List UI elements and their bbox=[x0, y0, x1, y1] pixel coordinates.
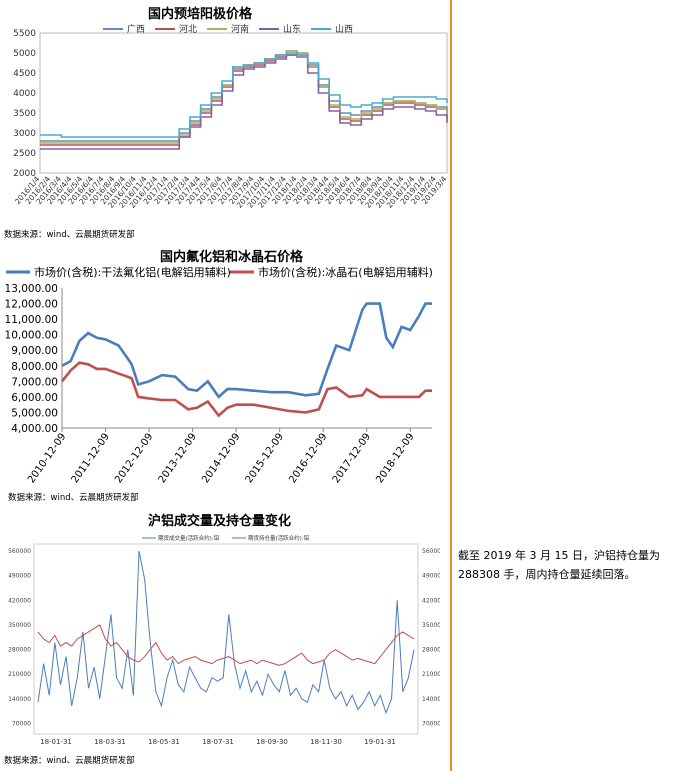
chart2-series-line bbox=[61, 302, 432, 399]
chart2-xtick-label: 2018-12-09 bbox=[374, 431, 416, 485]
chart2-xtick-label: 2016-12-09 bbox=[287, 431, 329, 485]
chart1-ytick-label: 5500 bbox=[13, 29, 36, 39]
chart3-xtick-label: 19-01-31 bbox=[364, 738, 396, 746]
chart3-ytick-right: 350000 bbox=[422, 622, 440, 629]
chart1-legend-label: 河北 bbox=[179, 23, 197, 35]
chart2-ytick-label: 10,000.00 bbox=[5, 330, 58, 342]
chart3-xtick-label: 18-07-31 bbox=[202, 738, 234, 746]
chart1-series-line bbox=[40, 54, 448, 150]
chart3-ytick-left: 560000 bbox=[8, 548, 31, 555]
chart3-plot: 70000 140000 210000 280000 350000 420000 49000… bbox=[8, 534, 440, 746]
chart2-legend-label: 市场价(含税):干法氟化铝(电解铝用辅料) bbox=[34, 265, 231, 279]
chart1-ytick-label: 5000 bbox=[13, 49, 36, 59]
chart3-ytick-left: 140000 bbox=[8, 696, 31, 703]
chart3-ytick-right: 490000 bbox=[422, 573, 440, 580]
chart1-ytick-label: 3500 bbox=[13, 109, 36, 119]
chart2-plot: 4,000.00 5,000.00 6,000.00 7,000.00 8,000.00… bbox=[5, 265, 433, 485]
chart3-ytick-left: 70000 bbox=[12, 720, 31, 727]
chart3-xtick-label: 18-03-31 bbox=[94, 738, 126, 746]
chart3-ytick-right: 210000 bbox=[422, 671, 440, 678]
chart1-ytick-label: 3000 bbox=[13, 129, 36, 139]
chart3-series-line bbox=[37, 624, 415, 666]
chart3-ytick-right: 560000 bbox=[422, 548, 440, 555]
chart2-xtick-label: 2012-12-09 bbox=[113, 431, 155, 485]
chart3-legend-label: 期货成交量(活跃合约):铝 bbox=[158, 534, 220, 542]
chart3-title: 沪铝成交量及持仓量变化 bbox=[148, 514, 292, 529]
chart1-legend-label: 山西 bbox=[335, 24, 353, 35]
chart2-xtick-label: 2010-12-09 bbox=[26, 431, 68, 485]
chart2-source: 数据来源：wind、云晨期货研发部 bbox=[8, 493, 139, 503]
chart3-series-line bbox=[37, 550, 415, 715]
chart2-xtick-label: 2013-12-09 bbox=[157, 431, 199, 485]
chart1-source: 数据来源：wind、云晨期货研发部 bbox=[4, 230, 135, 240]
chart3-ytick-left: 490000 bbox=[8, 573, 31, 580]
chart2-ytick-label: 12,000.00 bbox=[5, 299, 58, 311]
chart3-legend-label: 期货持仓量(活跃合约):铝 bbox=[248, 534, 310, 542]
chart3-plot-area bbox=[33, 543, 419, 735]
commentary-text: 截至 2019 年 3 月 15 日，沪铝持仓量为 288308 手，周内持仓量… bbox=[458, 549, 660, 581]
chart3-ytick-left: 350000 bbox=[8, 622, 31, 629]
divider-line bbox=[450, 0, 452, 771]
chart3-ytick-right: 280000 bbox=[422, 647, 440, 654]
chart3-ytick-left: 280000 bbox=[8, 647, 31, 654]
chart2-xtick-label: 2017-12-09 bbox=[331, 431, 373, 485]
chart3-ytick-left: 420000 bbox=[8, 597, 31, 604]
chart1-legend-label: 广西 bbox=[127, 23, 145, 35]
chart2-legend-label: 市场价(含税):冰晶石(电解铝用辅料) bbox=[258, 265, 433, 279]
chart1-ytick-label: 4500 bbox=[13, 69, 36, 79]
chart2-ytick-label: 6,000.00 bbox=[11, 392, 58, 404]
chart3-ytick-right: 420000 bbox=[422, 597, 440, 604]
chart2-title: 国内氟化铝和冰晶石价格 bbox=[160, 250, 304, 265]
chart3-ytick-right: 70000 bbox=[422, 720, 440, 727]
chart1-ytick-label: 2000 bbox=[13, 169, 36, 179]
chart1-series-line bbox=[40, 52, 448, 138]
chart1-legend-label: 山东 bbox=[283, 23, 301, 35]
chart2-xtick-label: 2014-12-09 bbox=[200, 431, 242, 485]
chart2-series-line bbox=[60, 361, 432, 418]
chart3-source: 数据来源：wind、云晨期货研发部 bbox=[4, 756, 135, 766]
chart3-xtick-label: 18-11-30 bbox=[310, 738, 342, 746]
chart1-title: 国内预培阳极价格 bbox=[148, 7, 253, 22]
chart2-xtick-label: 2011-12-09 bbox=[70, 431, 112, 485]
chart2-ytick-label: 5,000.00 bbox=[11, 407, 58, 419]
chart2-ytick-label: 9,000.00 bbox=[11, 345, 58, 357]
chart2-ytick-label: 8,000.00 bbox=[11, 361, 58, 373]
chart1-plot: 200025003000350040004500500055002016/1/4… bbox=[13, 23, 449, 210]
chart3-xtick-label: 18-01-31 bbox=[40, 738, 72, 746]
chart2-ytick-label: 11,000.00 bbox=[5, 314, 58, 326]
chart1-ytick-label: 4000 bbox=[13, 89, 36, 99]
chart3-ytick-right: 140000 bbox=[422, 696, 440, 703]
chart1-legend-label: 河南 bbox=[231, 23, 249, 35]
chart2-ytick-label: 13,000.00 bbox=[5, 283, 58, 295]
chart3-ytick-left: 210000 bbox=[8, 671, 31, 678]
chart3-xtick-label: 18-05-31 bbox=[148, 738, 180, 746]
chart3-xtick-label: 18-09-30 bbox=[256, 738, 288, 746]
chart2-ytick-label: 7,000.00 bbox=[11, 376, 58, 388]
chart1-ytick-label: 2500 bbox=[13, 149, 36, 159]
chart2-xtick-label: 2015-12-09 bbox=[244, 431, 286, 485]
chart2-ytick-label: 4,000.00 bbox=[11, 423, 58, 435]
